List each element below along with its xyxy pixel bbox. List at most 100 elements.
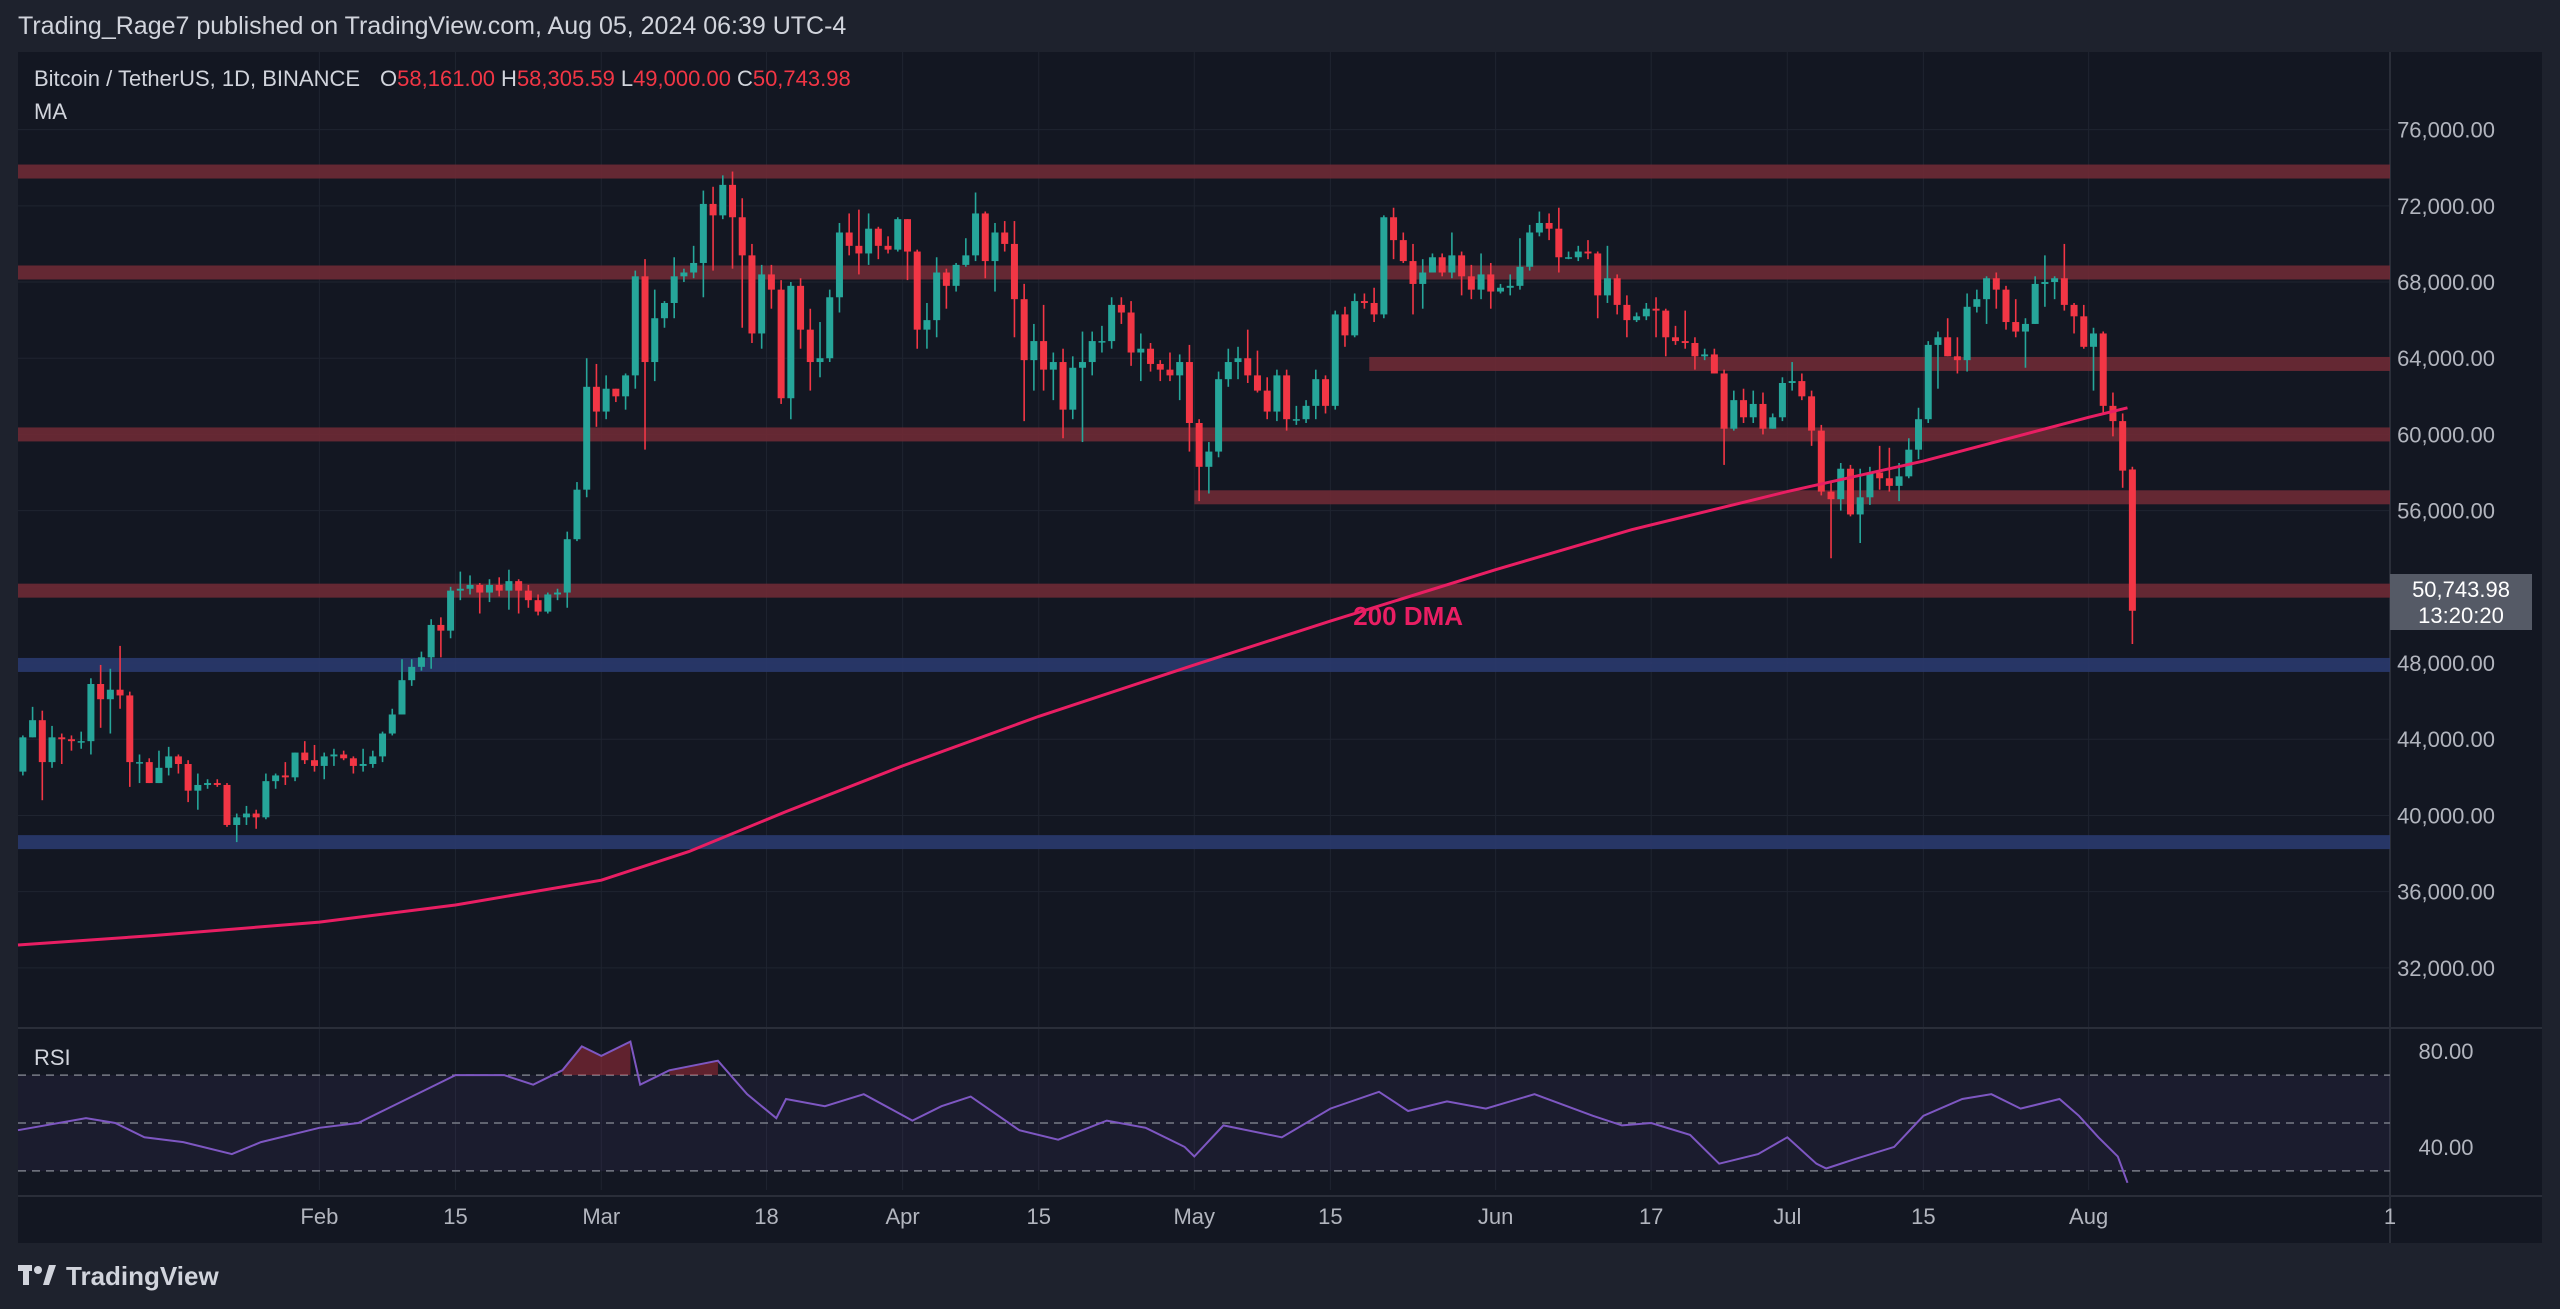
candle-body: [2012, 322, 2020, 332]
candle-body: [962, 255, 970, 265]
close-label: C: [736, 66, 753, 91]
candle-body: [1885, 478, 1893, 486]
candle-body: [1098, 341, 1106, 343]
price-axis-tick: 60,000.00: [2397, 422, 2495, 447]
candle-body: [233, 817, 241, 825]
candle-body: [1895, 476, 1903, 486]
candle-body: [1506, 285, 1514, 288]
candle-body: [1671, 337, 1679, 342]
candle-body: [437, 624, 445, 631]
date-axis-tick: 1: [2384, 1204, 2396, 1229]
candle-body: [1808, 396, 1816, 431]
candle-body: [1117, 304, 1125, 313]
close-value: 50,743.98: [752, 66, 851, 91]
resistance-zone: [1194, 490, 2390, 505]
support-zone: [18, 657, 2390, 672]
candle-body: [1817, 430, 1825, 492]
candle-body: [670, 276, 678, 303]
candle-body: [1195, 423, 1203, 467]
candle-body: [359, 764, 367, 766]
candle-body: [748, 255, 756, 334]
candle-body: [184, 764, 192, 791]
candle-body: [242, 813, 250, 818]
candle-body: [622, 375, 630, 397]
candle-body: [29, 720, 37, 738]
date-axis-tick: Jun: [1478, 1204, 1513, 1229]
tradingview-logo-icon: [18, 1265, 56, 1285]
date-axis-tick: Aug: [2069, 1204, 2108, 1229]
candle-body: [58, 737, 66, 740]
candle-body: [583, 386, 591, 490]
candle-body: [923, 320, 931, 330]
candle-body: [136, 762, 144, 764]
candle-body: [1526, 232, 1534, 267]
candle-body: [563, 539, 571, 593]
candle-body: [699, 203, 707, 263]
candle-body: [1944, 337, 1952, 357]
candle-body: [417, 657, 425, 667]
candle-body: [1351, 301, 1359, 336]
candle-body: [1516, 266, 1524, 286]
candle-body: [87, 683, 95, 742]
candle-body: [48, 737, 56, 763]
candle-body: [1565, 257, 1573, 259]
candle-body: [320, 756, 328, 766]
rsi-indicator-label[interactable]: RSI: [34, 1045, 71, 1070]
candle-body: [398, 680, 406, 715]
candle-body: [1866, 472, 1874, 498]
candle-body: [2041, 282, 2049, 284]
candle-body: [709, 203, 717, 216]
candle-body: [816, 358, 824, 363]
date-axis-tick: 15: [1318, 1204, 1342, 1229]
candle-body: [1030, 341, 1038, 361]
candle-body: [1331, 314, 1339, 406]
candle-body: [952, 264, 960, 286]
candle-body: [447, 590, 455, 631]
candle-body: [408, 666, 416, 681]
candle-body: [515, 581, 523, 591]
rsi-line: [17, 1040, 2129, 1184]
candle-body: [379, 733, 387, 757]
last-price-tag: 50,743.98 13:20:20: [2390, 574, 2532, 630]
candle-body: [456, 588, 464, 591]
footer-bar: TradingView: [0, 1243, 2560, 1309]
candle-body: [204, 783, 212, 785]
date-axis-tick: May: [1173, 1204, 1215, 1229]
resistance-zone: [18, 427, 2390, 442]
price-axis-tick: 76,000.00: [2397, 118, 2495, 143]
candle-body: [1710, 354, 1718, 374]
chart-frame[interactable]: [18, 52, 2542, 1243]
candle-body: [1273, 375, 1281, 412]
candle-body: [281, 775, 289, 778]
price-axis-tick: 32,000.00: [2397, 956, 2495, 981]
candle-body: [641, 276, 649, 363]
candle-body: [155, 767, 163, 784]
symbol-name[interactable]: Bitcoin / TetherUS, 1D, BINANCE: [34, 66, 361, 91]
resistance-zone: [18, 583, 2390, 598]
ma-indicator-label[interactable]: MA: [34, 99, 67, 124]
resistance-zone: [1369, 356, 2390, 371]
candle-body: [1263, 390, 1271, 412]
candle-body: [1633, 316, 1641, 321]
candle-body: [1778, 382, 1786, 418]
candle-body: [1370, 302, 1378, 315]
candle-body: [1769, 417, 1777, 429]
candle-body: [884, 245, 892, 250]
publish-info: Trading_Rage7 published on TradingView.c…: [18, 11, 847, 40]
candle-body: [767, 274, 775, 290]
candle-body: [1545, 222, 1553, 229]
tradingview-logo[interactable]: TradingView: [18, 1261, 219, 1292]
candle-body: [573, 489, 581, 540]
candle-body: [505, 581, 513, 591]
candle-body: [1662, 310, 1670, 338]
date-axis-tick: 15: [1026, 1204, 1050, 1229]
candle-body: [1205, 451, 1213, 467]
candle-body: [1147, 348, 1155, 364]
resistance-zone: [18, 164, 2390, 179]
candle-body: [1924, 344, 1932, 420]
publish-bar: Trading_Rage7 published on TradingView.c…: [0, 0, 2560, 52]
candle-body: [1458, 255, 1466, 277]
candle-body: [1234, 358, 1242, 363]
open-label: O: [380, 66, 398, 91]
